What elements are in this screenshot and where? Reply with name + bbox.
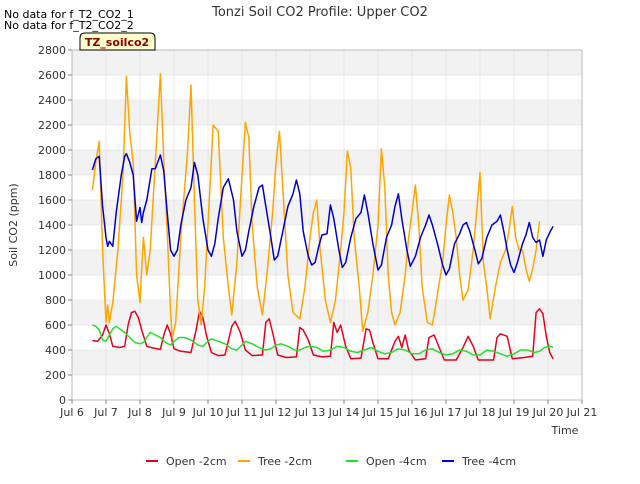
legend: Open -2cm Tree -2cm Open -4cm Tree -4cm bbox=[146, 455, 516, 468]
plot-band bbox=[72, 100, 582, 125]
x-axis-label: Time bbox=[551, 424, 579, 437]
x-axis-ticks: Jul 6 Jul 7 Jul 8 Jul 9 Jul 10 Jul 11 Jul 12 Ju… bbox=[59, 400, 597, 419]
y-tick-label: 1800 bbox=[38, 169, 66, 182]
y-axis-label: Soil CO2 (ppm) bbox=[7, 183, 20, 266]
series-line-tree4 bbox=[91, 152, 554, 276]
plot-band bbox=[72, 350, 582, 375]
x-tick-label: Jul 14 bbox=[328, 406, 360, 419]
x-tick-label: Jul 7 bbox=[93, 406, 118, 419]
legend-label-open2: Open -2cm bbox=[166, 455, 227, 468]
y-tick-label: 0 bbox=[59, 394, 66, 407]
x-tick-label: Jul 21 bbox=[566, 406, 598, 419]
y-tick-label: 1600 bbox=[38, 194, 66, 207]
y-tick-label: 1400 bbox=[38, 219, 66, 232]
y-tick-label: 600 bbox=[45, 319, 66, 332]
series-line-tree2 bbox=[91, 73, 541, 339]
x-tick-label: Jul 15 bbox=[362, 406, 394, 419]
x-tick-label: Jul 8 bbox=[127, 406, 152, 419]
x-tick-label: Jul 6 bbox=[59, 406, 84, 419]
tz-badge-label: TZ_soilco2 bbox=[85, 36, 149, 49]
plot-band bbox=[72, 200, 582, 225]
y-tick-label: 1000 bbox=[38, 269, 66, 282]
y-tick-label: 2000 bbox=[38, 144, 66, 157]
series-line-open2 bbox=[92, 308, 554, 361]
x-tick-label: Jul 12 bbox=[260, 406, 292, 419]
x-tick-label: Jul 11 bbox=[226, 406, 258, 419]
tz-badge: TZ_soilco2 bbox=[79, 32, 156, 51]
x-tick-label: Jul 9 bbox=[161, 406, 186, 419]
series-lines bbox=[91, 73, 554, 361]
y-tick-label: 2400 bbox=[38, 94, 66, 107]
plot-band bbox=[72, 150, 582, 175]
x-tick-label: Jul 16 bbox=[396, 406, 428, 419]
plot-band bbox=[72, 300, 582, 325]
x-tick-label: Jul 13 bbox=[294, 406, 326, 419]
y-tick-label: 2200 bbox=[38, 119, 66, 132]
x-tick-label: Jul 18 bbox=[464, 406, 496, 419]
x-tick-label: Jul 20 bbox=[532, 406, 564, 419]
series-line-open4 bbox=[92, 324, 554, 358]
chart-title: Tonzi Soil CO2 Profile: Upper CO2 bbox=[211, 5, 428, 20]
legend-label-tree2: Tree -2cm bbox=[257, 455, 312, 468]
y-tick-label: 800 bbox=[45, 294, 66, 307]
y-tick-label: 200 bbox=[45, 369, 66, 382]
legend-label-open4: Open -4cm bbox=[366, 455, 427, 468]
y-tick-label: 2800 bbox=[38, 44, 66, 57]
plot-band bbox=[72, 50, 582, 75]
legend-label-tree4: Tree -4cm bbox=[461, 455, 516, 468]
plot-bands bbox=[72, 50, 582, 375]
x-tick-label: Jul 17 bbox=[430, 406, 462, 419]
y-tick-label: 1200 bbox=[38, 244, 66, 257]
tz-badge-box bbox=[79, 32, 156, 51]
plot-band bbox=[72, 250, 582, 275]
y-tick-label: 2600 bbox=[38, 69, 66, 82]
y-tick-label: 400 bbox=[45, 344, 66, 357]
x-tick-label: Jul 19 bbox=[498, 406, 530, 419]
no-data-note-1: No data for f_T2_CO2_1 bbox=[4, 8, 134, 21]
no-data-note-2: No data for f_T2_CO2_2 bbox=[4, 19, 134, 32]
y-axis-ticks: 0 200 400 600 800 1000 1200 1400 1600 1800 2000 220… bbox=[38, 44, 72, 407]
x-tick-label: Jul 10 bbox=[192, 406, 224, 419]
